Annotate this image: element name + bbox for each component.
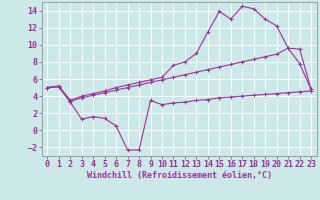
X-axis label: Windchill (Refroidissement éolien,°C): Windchill (Refroidissement éolien,°C) <box>87 171 272 180</box>
